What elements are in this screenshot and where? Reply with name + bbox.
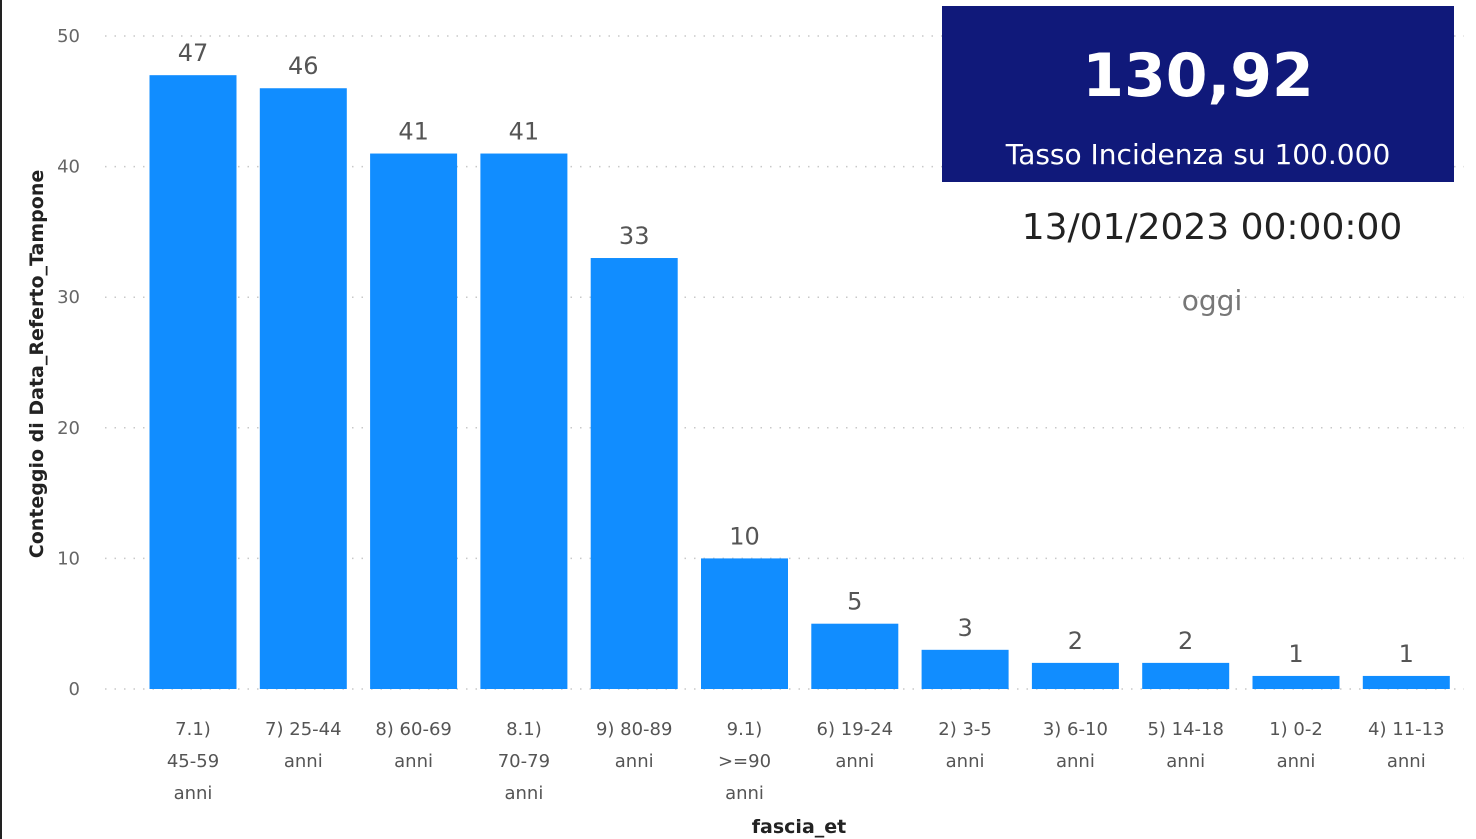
x-tick-label: 9.1) >=90 anni bbox=[718, 719, 771, 804]
x-tick-label: 5) 14-18 anni bbox=[1147, 719, 1224, 772]
bar[interactable] bbox=[701, 558, 788, 689]
bar-value-label: 41 bbox=[398, 118, 429, 146]
report-date-value: 13/01/2023 00:00:00 bbox=[1021, 207, 1403, 248]
x-tick-label: 7.1) 45-59 anni bbox=[167, 719, 219, 804]
incidence-rate-value: 130,92 bbox=[1082, 41, 1314, 111]
bar-value-label: 3 bbox=[957, 614, 972, 642]
x-tick-label: 3) 6-10 anni bbox=[1043, 719, 1108, 772]
incidence-rate-label: Tasso Incidenza su 100.000 bbox=[1005, 138, 1391, 171]
x-tick-label: 7) 25-44 anni bbox=[265, 719, 342, 772]
bars bbox=[149, 75, 1450, 690]
y-tick-label: 0 bbox=[69, 679, 80, 700]
bar-value-label: 1 bbox=[1288, 640, 1303, 668]
y-axis-ticks: 0 10 20 30 40 50 bbox=[57, 26, 80, 700]
x-axis-title: fascia_et bbox=[752, 816, 846, 838]
y-tick-label: 20 bbox=[57, 418, 80, 439]
x-tick-label: 8.1) 70-79 anni bbox=[498, 719, 550, 804]
bar[interactable] bbox=[921, 649, 1009, 689]
bar-value-label: 10 bbox=[729, 522, 760, 550]
y-tick-label: 40 bbox=[57, 157, 80, 178]
y-tick-label: 30 bbox=[57, 287, 80, 308]
bar-value-label: 46 bbox=[288, 52, 319, 80]
x-tick-label: 1) 0-2 anni bbox=[1269, 719, 1323, 772]
bar[interactable] bbox=[1252, 675, 1340, 689]
x-tick-label: 8) 60-69 anni bbox=[375, 719, 452, 772]
report-date-label: oggi bbox=[1181, 284, 1243, 317]
bar[interactable] bbox=[811, 623, 899, 689]
x-tick-label: 4) 11-13 anni bbox=[1368, 719, 1445, 772]
bar[interactable] bbox=[1362, 675, 1450, 689]
bar-value-label: 5 bbox=[847, 588, 862, 616]
bar[interactable] bbox=[259, 88, 347, 690]
x-axis-categories: 7.1) 45-59 anni 7) 25-44 anni 8) 60-69 anni 8.1… bbox=[167, 719, 1445, 804]
x-tick-label: 9) 80-89 anni bbox=[596, 719, 673, 772]
bar-value-label: 2 bbox=[1178, 627, 1193, 655]
bar[interactable] bbox=[1142, 662, 1230, 689]
bar-value-label: 33 bbox=[619, 222, 650, 250]
y-tick-label: 10 bbox=[57, 548, 80, 569]
bar-value-label: 41 bbox=[509, 118, 540, 146]
bar[interactable] bbox=[370, 153, 458, 690]
bar[interactable] bbox=[590, 258, 678, 689]
bar[interactable] bbox=[1031, 662, 1119, 689]
bar-value-label: 47 bbox=[178, 39, 209, 67]
bar[interactable] bbox=[149, 75, 237, 690]
bar-value-label: 1 bbox=[1399, 640, 1414, 668]
x-tick-label: 6) 19-24 anni bbox=[817, 719, 894, 772]
bar-value-label: 2 bbox=[1068, 627, 1083, 655]
incidence-rate-card[interactable]: 130,92 Tasso Incidenza su 100.000 bbox=[942, 6, 1454, 182]
data-labels: 47 46 41 41 33 10 5 3 2 2 1 1 bbox=[178, 39, 1414, 668]
y-tick-label: 50 bbox=[57, 26, 80, 47]
y-axis-title: Conteggio di Data_Referto_Tampone bbox=[26, 170, 48, 558]
x-tick-label: 2) 3-5 anni bbox=[938, 719, 992, 772]
bar[interactable] bbox=[480, 153, 568, 690]
